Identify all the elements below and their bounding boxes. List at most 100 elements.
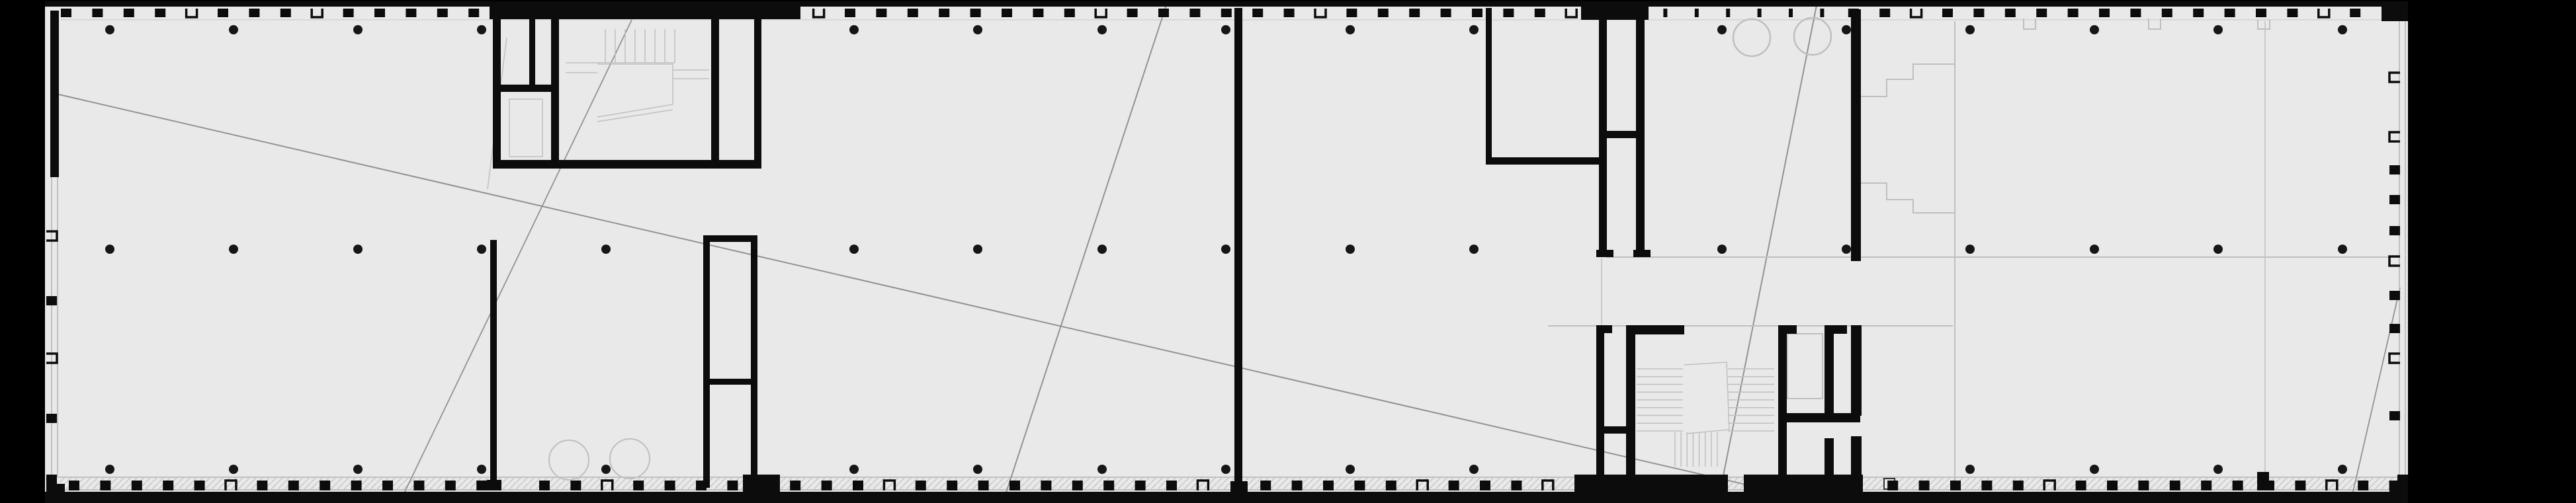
construction-line-steep-mid [1005,5,1167,495]
room-door-outline [509,98,543,157]
top-mullion-row-stub [1472,9,1482,17]
bottom-mullion-row-stub [163,481,174,490]
construction-line-long-diagonal [56,93,1780,493]
construction-line-right-end [2352,287,2401,495]
top-mullion-row-stub [845,9,855,17]
column-row-top [353,25,363,34]
right-wall-stubs-open [2388,352,2400,364]
top-mullion-row-open [812,9,826,19]
shaft-footing [743,475,780,493]
top-mullion-row-stub [1377,9,1389,17]
central-partition-foot [1230,481,1248,492]
bottom-mullion-row-stub [257,481,268,490]
column-row-bottom [1221,465,1230,474]
duct-wall-a [1599,13,1607,257]
bottom-mullion-row-stub [696,481,707,490]
core1-cross-wall [493,85,559,92]
bottom-mullion-row-stub [570,481,581,490]
fixture-circle-3 [1732,18,1772,58]
bottom-mullion-row-stub [947,481,958,490]
bottom-mullion-row-stub [664,481,675,490]
shaft-wall-mid [703,379,757,385]
top-exterior-wall [45,1,2408,7]
bottom-mullion-row-stub [2232,481,2243,490]
bottom-mullion-row-stub [2201,481,2212,490]
bottom-mullion-row-stub [915,481,926,490]
column-row-bottom [353,465,363,474]
bottom-mullion-row-stub [853,481,863,490]
column-row-top [477,25,486,34]
column-row-top [1221,25,1230,34]
core1-bottom-wall [493,160,761,169]
bottom-mullion-row-stub [2138,481,2149,490]
core1-right-wall [754,19,761,169]
top-mullion-row-stub [374,9,385,17]
bottom-mullion-row-stub [1041,481,1052,490]
top-mullion-row-stub [1789,9,1793,17]
bottom-mullion-row-stub [413,481,425,490]
top-mullion-row-stub [2099,9,2110,17]
top-mullion-row-stub [939,9,950,17]
core2-bottom-band-right [1744,475,1863,494]
right-wall-stubs-open [2388,131,2400,143]
bottom-mullion-row-stub [1103,481,1115,490]
top-mullion-row-stub [1221,9,1232,17]
core2-wall-d [1825,325,1834,414]
top-mullion-row-stub [1757,9,1762,17]
bottom-mullion-row-stub [445,481,456,490]
bottom-mullion-row-stub [1918,481,1930,490]
column-row-bottom [229,465,238,474]
duct-wall-a-foot [1596,250,1613,257]
shaft-wall-left [703,235,710,488]
top-mullion-row-stub [1252,9,1264,17]
column-row-middle [2090,245,2099,254]
top-mullion-row-stub [2036,9,2047,17]
outside-right [2408,0,2576,503]
window-outline-u-3 [2257,20,2270,30]
top-mullion-row-open [185,9,198,19]
core2-wall-a [1596,325,1604,492]
left-wall-stubs-open [46,352,58,364]
core2-wall-d-cap [1825,325,1847,334]
column-row-middle [1965,245,1975,254]
top-mullion-row-stub [468,9,480,17]
fixture-circle-1 [548,440,589,481]
core2-right-wall-upper [1851,325,1862,416]
tall-wall-right-of-core2 [1851,9,1861,261]
bottom-mullion-row-stub [476,481,488,490]
corner-block-bottom-left [46,475,65,493]
shaft-left-thin-foot [487,480,501,490]
bottom-mullion-row-stub [2107,481,2118,490]
bottom-mullion-row-open [1196,479,1210,490]
top-mullion-row-stub [2256,9,2266,17]
duct-wall-b-foot [1633,250,1651,257]
construction-line-steep-right [1719,5,1817,493]
top-mullion-row-stub [2224,9,2235,17]
core1-divider-1 [529,19,535,88]
column-row-bottom [601,465,611,474]
column-row-top [973,25,982,34]
bottom-mullion-row-open [1416,479,1429,490]
right-wall-stubs-open [2388,71,2400,83]
core2-wall-c [1778,325,1787,492]
top-mullion-row-stub [1064,9,1075,17]
top-mullion-row-stub [1726,9,1731,17]
core1-top-cap [490,6,800,19]
top-mullion-row-stub [1346,9,1357,17]
top-mullion-row-stub [1033,9,1044,17]
top-mullion-row-stub [1409,9,1420,17]
column-row-top [1097,25,1107,34]
top-mullion-row-stub [2161,9,2172,17]
bottom-mullion-row-open [1541,479,1555,490]
left-wall-stubs-open [46,230,58,242]
core2-cross-wall [1786,413,1860,422]
bottom-mullion-row-stub [2169,481,2180,490]
column-row-bottom [2213,465,2223,474]
column-row-top [229,25,238,34]
column-row-middle [2213,245,2223,254]
central-partition-wall [1234,8,1242,492]
top-mullion-row-stub [2130,9,2141,17]
top-mullion-row-stub [1503,9,1514,17]
duct-rung [1607,131,1636,138]
